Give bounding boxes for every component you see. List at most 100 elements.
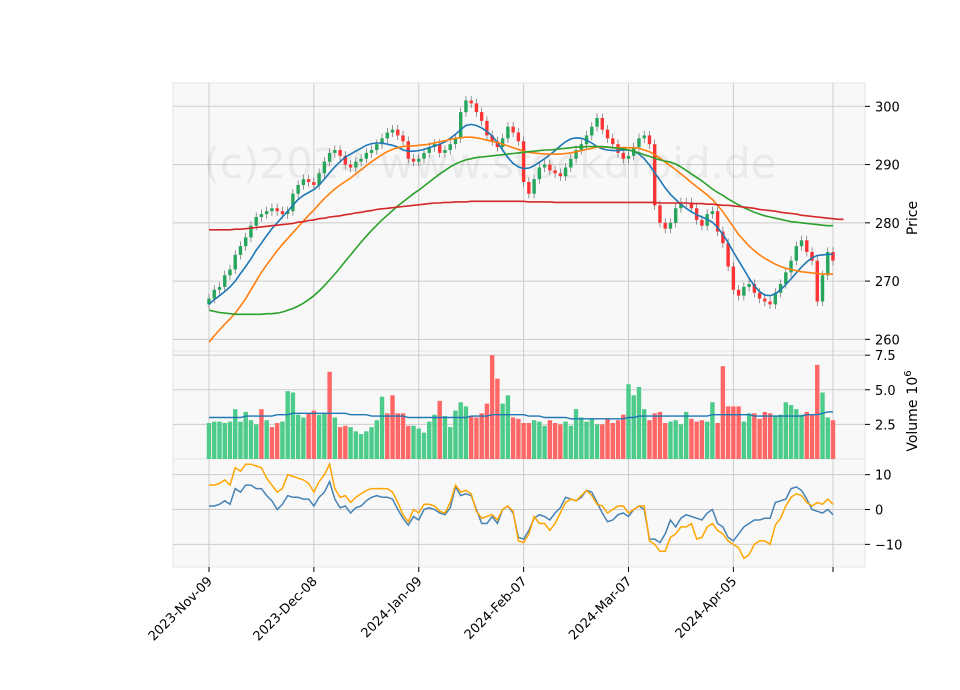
volume-bar <box>794 409 799 459</box>
volume-bar <box>243 411 248 459</box>
candle-body <box>726 243 730 267</box>
y-tick-label: 280 <box>875 217 900 232</box>
x-tick-label: 2024-Mar-07 <box>566 574 635 643</box>
candle-body <box>542 164 547 168</box>
candle-body <box>427 147 431 153</box>
candle-body <box>826 251 830 276</box>
candle-body <box>673 208 678 223</box>
volume-bar <box>343 425 348 459</box>
volume-bar <box>663 423 668 459</box>
volume-axis-unit: 10 <box>905 377 921 395</box>
candle-body <box>757 292 762 299</box>
price-panel <box>207 95 844 343</box>
candle-body <box>548 164 552 171</box>
candle-body <box>317 173 321 185</box>
volume-bar <box>253 424 259 459</box>
candle-body <box>333 150 337 153</box>
volume-bar <box>379 396 385 459</box>
volume-bar <box>327 371 332 459</box>
volume-bar <box>395 413 400 459</box>
volume-bar <box>227 421 233 459</box>
candle-body <box>490 135 494 142</box>
candle-body <box>742 286 746 296</box>
candle-body <box>348 164 353 168</box>
volume-bar <box>332 417 338 459</box>
volume-bar <box>757 418 762 459</box>
candle-body <box>658 205 662 223</box>
volume-bar <box>448 427 453 459</box>
candle-body <box>485 120 489 136</box>
candle-body <box>563 167 568 177</box>
candle-body <box>831 251 835 261</box>
volume-axis-label: Volume 106 <box>903 370 921 451</box>
candle-body <box>574 150 578 159</box>
volume-bar <box>468 416 474 459</box>
candle-body <box>275 208 279 212</box>
candle-body <box>710 211 715 215</box>
candle-body <box>626 155 631 159</box>
candle-body <box>217 286 222 290</box>
candle-body <box>296 184 300 194</box>
volume-bar <box>636 387 642 459</box>
candle-body <box>259 214 264 217</box>
candle-body <box>306 179 311 183</box>
y-tick-label: 300 <box>875 100 900 115</box>
y-tick-label: 2.5 <box>875 418 896 433</box>
x-tick-label: 2024-Apr-05 <box>673 574 740 641</box>
volume-bar <box>400 413 406 459</box>
volume-bar <box>390 395 395 459</box>
volume-bar <box>731 406 736 459</box>
volume-bar <box>531 420 537 459</box>
candle-body <box>244 237 248 247</box>
oscillator-panel <box>209 461 834 560</box>
volume-bar <box>248 420 254 459</box>
volume-bar <box>406 425 411 459</box>
volume-bar <box>652 413 657 459</box>
candle-body <box>469 100 473 104</box>
volume-bar <box>474 417 479 459</box>
volume-bar <box>699 420 705 459</box>
candle-body <box>642 135 646 139</box>
volume-bar <box>274 423 280 459</box>
volume-bar <box>369 427 374 459</box>
candle-body <box>474 103 479 113</box>
volume-bar <box>605 418 610 459</box>
volume-bar <box>458 402 463 459</box>
candle-body <box>558 173 563 177</box>
candle-body <box>238 246 243 255</box>
volume-bar <box>573 409 579 459</box>
candle-body <box>590 126 594 136</box>
volume-bar <box>505 395 511 459</box>
volume-bar <box>579 417 584 459</box>
volume-bar <box>799 414 804 459</box>
volume-bar <box>657 411 663 459</box>
volume-bar <box>762 411 768 459</box>
volume-bar <box>563 421 568 459</box>
candle-body <box>600 117 604 130</box>
candle-body <box>464 100 468 113</box>
candle-body <box>223 275 227 287</box>
grid-lines <box>173 83 865 567</box>
moving-average-line <box>208 145 833 316</box>
candle-body <box>385 132 389 139</box>
candle-body <box>815 260 819 302</box>
volume-bar <box>736 406 741 459</box>
candle-body <box>249 225 253 238</box>
candle-body <box>778 284 783 293</box>
x-tick-label: 2023-Dec-08 <box>251 574 321 644</box>
candle-body <box>458 112 463 139</box>
candle-body <box>453 138 458 145</box>
volume-bar <box>694 421 699 459</box>
volume-bar <box>584 421 589 459</box>
candle-body <box>679 202 683 209</box>
candle-body <box>553 170 557 174</box>
y-tick-label: 270 <box>875 275 900 290</box>
volume-bar <box>788 405 794 459</box>
candle-body <box>207 298 211 305</box>
volume-bar <box>301 417 306 459</box>
candle-body <box>443 150 447 153</box>
volume-bar <box>285 391 290 459</box>
price-axis-label: Price <box>905 201 921 235</box>
candle-body <box>752 284 757 293</box>
